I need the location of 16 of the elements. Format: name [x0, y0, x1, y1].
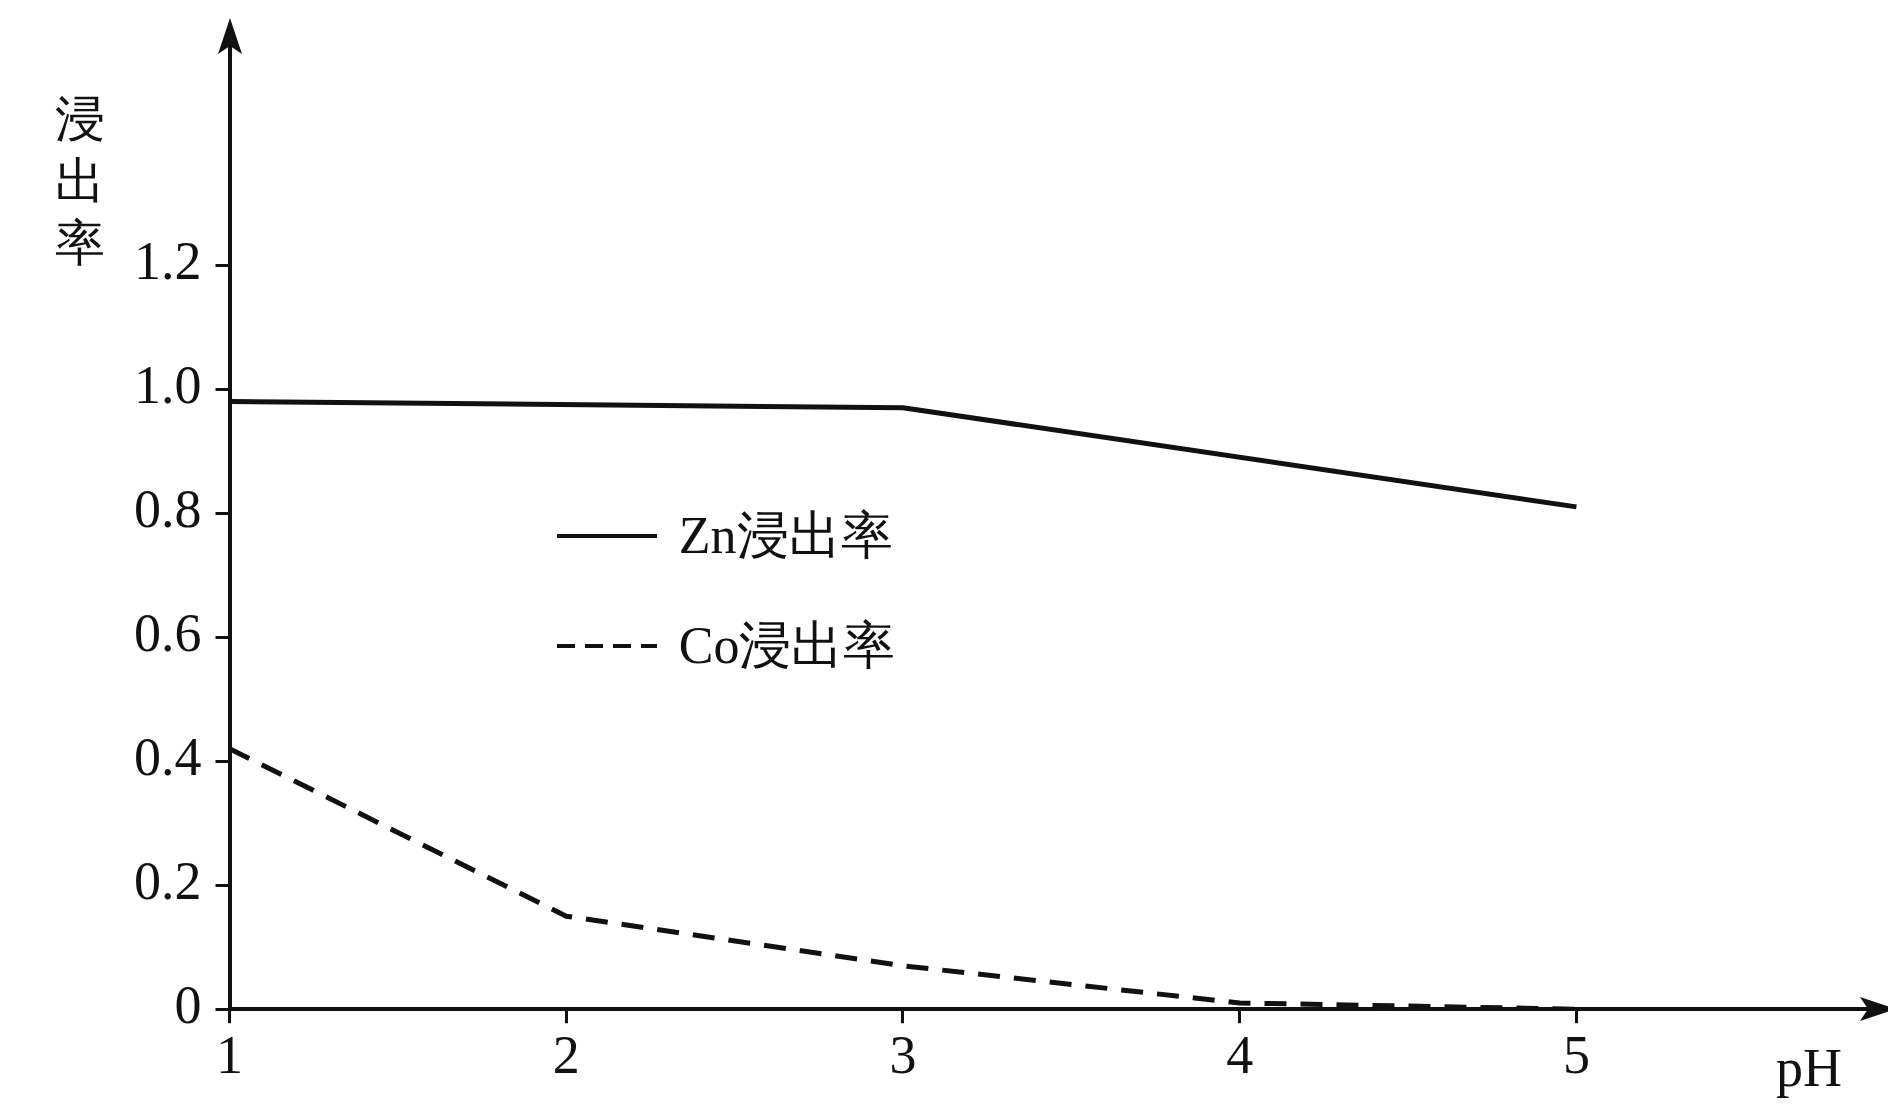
y-tick-label: 0.8 [134, 479, 202, 540]
y-axis-title: 浸出率 [54, 89, 106, 274]
x-axis-title: pH [1776, 1037, 1842, 1100]
x-tick-label: 2 [552, 1024, 580, 1085]
y-tick-label: 0.2 [134, 851, 202, 912]
y-tick-label: 0.4 [134, 727, 202, 788]
x-tick-label: 3 [889, 1024, 917, 1085]
y-tick-label: 1.0 [134, 355, 202, 416]
legend-label: Co浸出率 [678, 615, 896, 676]
y-tick-label: 0 [174, 975, 202, 1036]
legend-label: Zn浸出率 [678, 505, 893, 566]
x-tick-label: 5 [1562, 1024, 1590, 1085]
x-tick-label: 4 [1226, 1024, 1254, 1085]
y-tick-label: 1.2 [134, 231, 202, 292]
y-tick-label: 0.6 [134, 603, 202, 664]
x-tick-label: 1 [216, 1024, 243, 1085]
